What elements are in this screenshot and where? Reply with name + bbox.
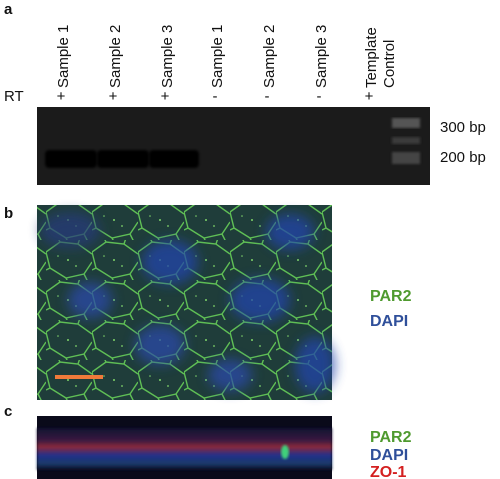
marker-label: 300 bp <box>440 119 486 136</box>
rt-sign: + <box>365 88 374 105</box>
rt-sign: + <box>109 88 118 105</box>
gel-band <box>97 150 149 168</box>
marker-label: 200 bp <box>440 149 486 166</box>
rt-label: RT <box>4 88 24 105</box>
gel <box>37 107 430 185</box>
gel-band <box>45 150 97 168</box>
channel-label: DAPI <box>370 447 408 464</box>
lane-label: Control <box>381 40 398 88</box>
micrograph <box>37 205 335 400</box>
ladder-band <box>392 118 420 128</box>
panel-label: b <box>4 205 13 222</box>
channel-label: DAPI <box>370 313 408 330</box>
channel-label: ZO-1 <box>370 464 407 479</box>
channel-label: PAR2 <box>370 288 412 305</box>
lane-label: Sample 1 <box>55 25 72 88</box>
channel-label: PAR2 <box>370 429 412 446</box>
lane-label: Sample 2 <box>261 25 278 88</box>
lane-label: Sample 1 <box>209 25 226 88</box>
gel-band <box>149 150 199 168</box>
lane-label: Template <box>363 27 380 88</box>
rt-sign: - <box>317 88 322 105</box>
panel-label: a <box>4 1 13 18</box>
lane-label: Sample 3 <box>313 25 330 88</box>
lane-label: Sample 2 <box>107 25 124 88</box>
rt-sign: + <box>161 88 170 105</box>
rt-sign: + <box>57 88 66 105</box>
lane-label: Sample 3 <box>159 25 176 88</box>
rt-sign: - <box>265 88 270 105</box>
micrograph-section <box>37 416 332 479</box>
ladder-band <box>392 137 420 144</box>
panel-label: c <box>4 403 12 420</box>
rt-sign: - <box>213 88 218 105</box>
ladder-band <box>392 152 420 164</box>
